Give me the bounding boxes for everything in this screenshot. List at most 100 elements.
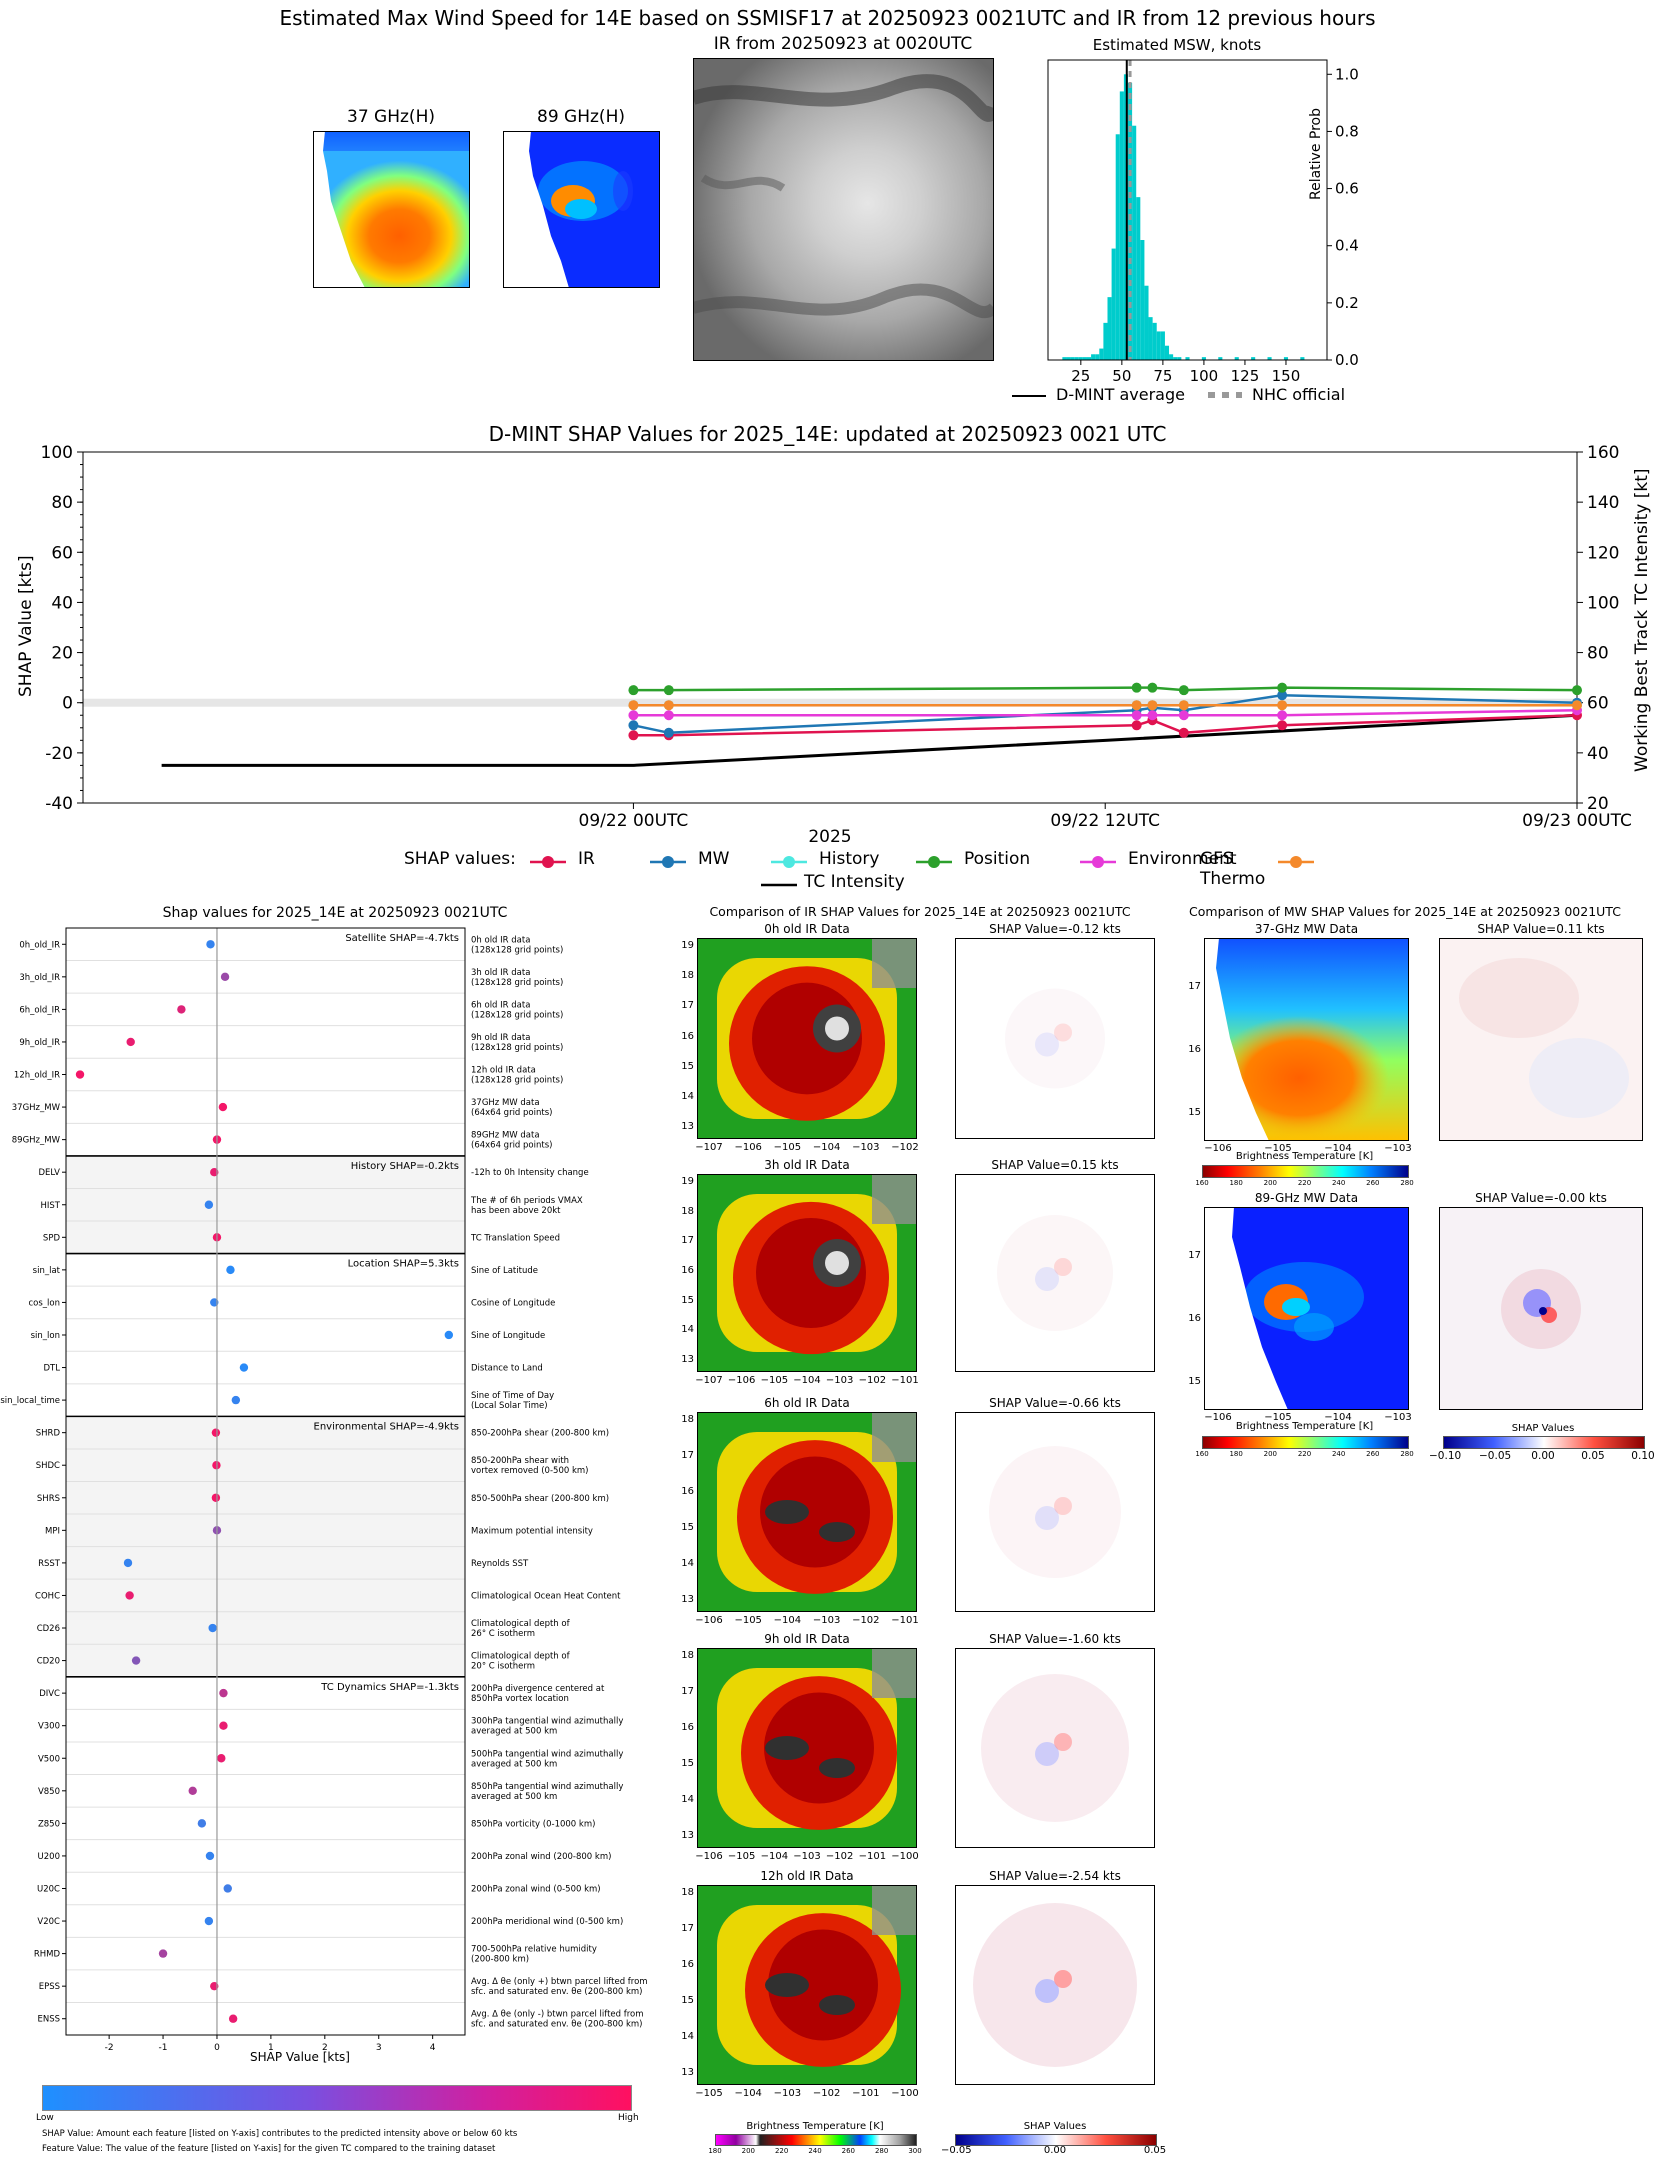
feature-point <box>204 1916 214 1926</box>
ir-shap-image <box>955 1648 1155 1848</box>
ir-xtick-label: −103 <box>793 1851 821 1862</box>
ir-gray-corner <box>872 1412 917 1462</box>
series-point-ir <box>628 730 639 741</box>
ir-xtick-label: −101 <box>891 1375 919 1386</box>
feature-desc: 850-200hPa shear (200-800 km) <box>471 1429 609 1439</box>
ir-deep-red <box>768 1929 878 2041</box>
ir-shap-title: SHAP Value=0.15 kts <box>991 1158 1119 1172</box>
feature-desc: averaged at 500 km <box>471 1792 557 1802</box>
feature-desc: Climatological depth of <box>471 1652 571 1662</box>
feature-name: DELV <box>38 1168 60 1178</box>
mw37-image <box>1204 938 1409 1141</box>
cb-tick-label: −0.05 <box>1479 1450 1512 1462</box>
feature-desc: Maximum potential intensity <box>471 1526 593 1536</box>
cb-tick-label: 280 <box>1400 1179 1414 1187</box>
legend-mw-marker <box>650 856 686 868</box>
feature-name: CD26 <box>37 1624 60 1634</box>
ir-gray-corner <box>872 1174 917 1224</box>
ir-ytick-label: 16 <box>681 1959 694 1970</box>
feature-point <box>219 1688 228 1698</box>
shap-frame <box>955 1412 1155 1612</box>
feature-point <box>205 1851 215 1861</box>
shap-halo <box>989 1446 1121 1578</box>
mw-xtick-label: −106 <box>1204 1412 1232 1423</box>
shap-frame <box>955 1885 1155 2085</box>
feature-point <box>188 1786 197 1796</box>
feature-name: ENSS <box>37 2015 60 2025</box>
legend-ir-marker <box>530 856 566 868</box>
group-label: TC Dynamics SHAP=-1.3kts <box>320 1682 459 1693</box>
feature-point <box>223 1884 232 1893</box>
feature-desc: (64x64 grid points) <box>471 1108 552 1118</box>
ts-ytick-label-left: 40 <box>51 593 73 613</box>
feature-desc: TC Translation Speed <box>470 1233 560 1243</box>
series-point-gfs_thermo <box>1572 700 1582 711</box>
mw37-colorbar <box>1202 1165 1409 1178</box>
ir-ytick-label: 16 <box>681 1722 694 1733</box>
feature-name: sin_lat <box>33 1266 61 1276</box>
feature-name: DIVC <box>39 1689 60 1699</box>
ir-xtick-label: −101 <box>891 1615 919 1626</box>
feature-desc: Sine of Latitude <box>471 1266 538 1276</box>
hist-bar <box>1164 345 1170 360</box>
cb-tick-label: 0.00 <box>1531 1450 1555 1462</box>
ir-ytick-label: 17 <box>681 1000 694 1012</box>
shap-bg <box>955 1174 1155 1372</box>
ir-ytick-label: 16 <box>681 1030 694 1042</box>
hist-bar <box>1144 285 1149 360</box>
feature-desc: 200hPa divergence centered at <box>471 1684 605 1694</box>
series-point-gfs_thermo <box>1131 700 1142 711</box>
cb-tick-label: 280 <box>1400 1450 1414 1458</box>
series-point-position <box>1572 685 1582 696</box>
legend-mw-label: MW <box>698 849 730 869</box>
ir-core <box>765 1500 809 1524</box>
feature-desc: 850-500hPa shear (200-800 km) <box>471 1494 609 1504</box>
hist-xtick-label: 100 <box>1190 367 1219 385</box>
ir-panel-title: 0h old IR Data <box>764 922 850 936</box>
hist-bar <box>1066 357 1071 360</box>
feature-point <box>231 1395 241 1405</box>
ir-ytick-label: 16 <box>681 1265 694 1276</box>
shap-blue <box>1035 1979 1059 2003</box>
ir-xtick-label: −103 <box>852 1142 880 1153</box>
shap-feature-chart: Satellite SHAP=-4.7kts 0h_old_IR 0h old IR… <box>0 927 648 2053</box>
shap-red <box>1054 1258 1072 1276</box>
feature-point <box>197 1819 207 1828</box>
feature-name: cos_lon <box>28 1298 60 1308</box>
shap-blue <box>1035 1267 1059 1291</box>
ir-xtick-label: −105 <box>773 1142 802 1153</box>
hist-bar <box>1148 317 1153 360</box>
mw-ytick-label: 16 <box>1188 1044 1201 1055</box>
cb-tick-label: 240 <box>808 2147 822 2155</box>
series-point-position <box>1178 685 1189 696</box>
ir-top-image <box>693 58 994 361</box>
hist-bar <box>1095 354 1100 360</box>
hist-xtick-label: 50 <box>1112 367 1131 385</box>
feature-name: SHDC <box>36 1461 60 1471</box>
ts-ytick-label-left: 80 <box>51 493 73 513</box>
ghz37-title: 37 GHz(H) <box>347 107 435 127</box>
hist-bar <box>1300 357 1305 360</box>
ir-panel-title: 12h old IR Data <box>760 1869 854 1883</box>
ir-bt-colorbar <box>715 2134 917 2146</box>
cb-tick-label: 260 <box>1366 1450 1380 1458</box>
feature-desc: 200hPa meridional wind (0-500 km) <box>471 1917 623 1927</box>
ts-ytick-label-right: 40 <box>1587 744 1609 764</box>
ts-ylabel-right: Working Best Track TC Intensity [kt] <box>1632 468 1652 772</box>
shap-frame <box>955 1174 1155 1372</box>
hist-bar <box>1111 248 1116 360</box>
cb-tick-label: −0.05 <box>941 2145 972 2156</box>
feature-name: COHC <box>35 1591 60 1601</box>
series-point-gfs_thermo <box>1277 700 1288 711</box>
ir-ytick-label: 17 <box>681 1923 694 1934</box>
mw-ytick-label: 15 <box>1188 1107 1201 1118</box>
hist-bar <box>1070 357 1075 360</box>
mw89-cb-ticks: 160 180 200 220 240 260 280 <box>1195 1450 1413 1460</box>
ir-xtick-label: −104 <box>773 1615 802 1626</box>
ir-ytick-label: 15 <box>681 1995 694 2006</box>
mw-xtick-label: −104 <box>1324 1143 1352 1154</box>
series-point-position <box>1277 682 1288 693</box>
msw-histogram: 25 50 75 100 125 150 0.0 0.2 0.4 0.6 0.8 1.0 <box>1047 59 1359 385</box>
ir-ytick-label: 19 <box>681 940 694 951</box>
ir-cb-label: Brightness Temperature [K] <box>746 2121 884 2132</box>
